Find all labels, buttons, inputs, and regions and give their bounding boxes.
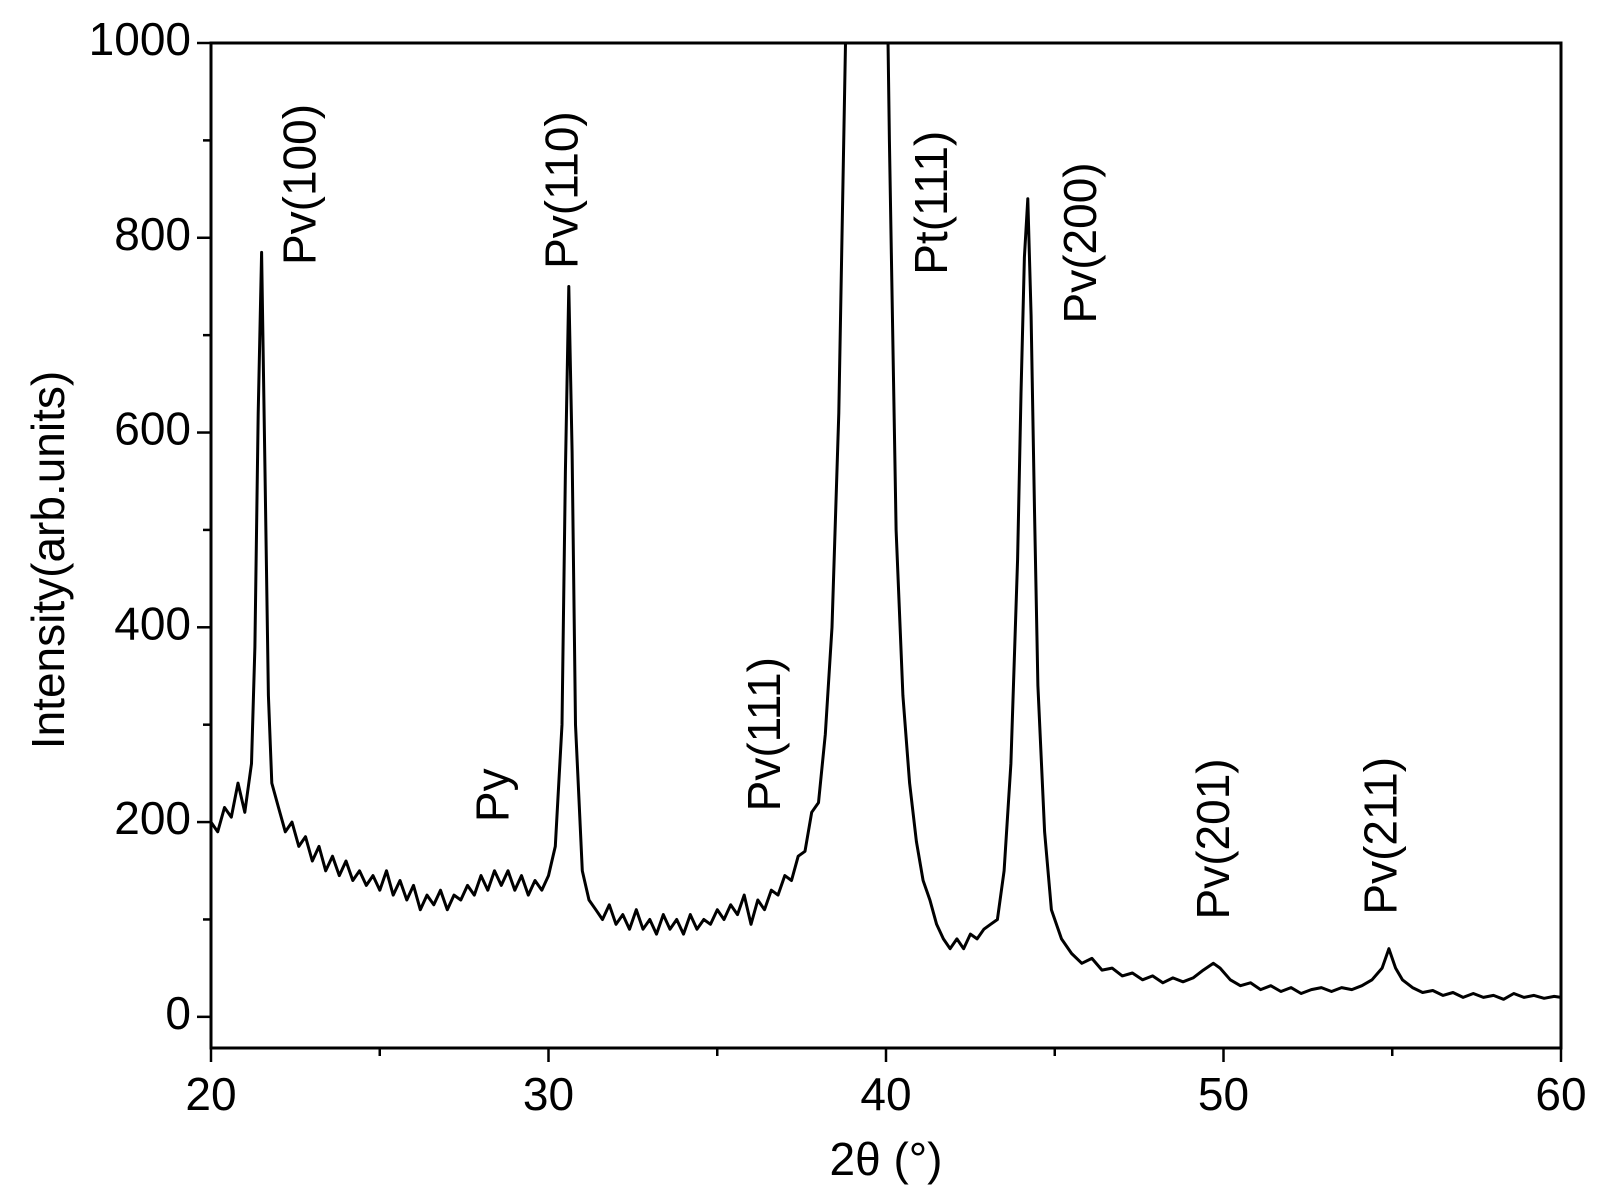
y-tick-label: 200: [114, 792, 191, 844]
peak-annotation: Pv(200): [1054, 162, 1106, 323]
y-tick-label: 0: [165, 987, 191, 1039]
x-tick-label: 30: [523, 1068, 574, 1120]
peak-annotation: Py: [467, 768, 519, 822]
y-tick-label: 1000: [89, 13, 191, 65]
peak-annotation: Pv(100): [274, 104, 326, 265]
x-tick-label: 40: [860, 1068, 911, 1120]
y-tick-label: 400: [114, 597, 191, 649]
y-tick-label: 600: [114, 403, 191, 455]
peak-annotation: Pv(110): [536, 111, 588, 269]
plot-frame: [209, 41, 1563, 1050]
y-axis-label: Intensity(arb.units): [22, 371, 74, 749]
x-tick-label: 60: [1535, 1068, 1586, 1120]
x-tick-label: 50: [1198, 1068, 1249, 1120]
data-line: [211, 43, 1561, 1001]
peak-annotation: Pv(111): [738, 657, 790, 811]
x-axis-label: 2θ (°): [830, 1133, 943, 1185]
peak-annotation: Pv(211): [1355, 757, 1407, 915]
peak-annotation: Pv(201): [1187, 758, 1239, 919]
peak-annotation: Pt(111): [905, 131, 957, 275]
x-tick-label: 20: [185, 1068, 236, 1120]
y-tick-label: 800: [114, 208, 191, 260]
